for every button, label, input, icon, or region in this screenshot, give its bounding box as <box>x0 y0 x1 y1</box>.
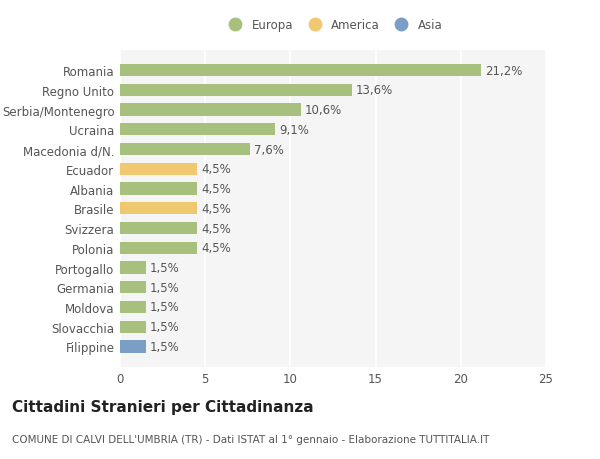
Text: 4,5%: 4,5% <box>201 183 230 196</box>
Text: 4,5%: 4,5% <box>201 202 230 215</box>
Text: 10,6%: 10,6% <box>305 104 342 117</box>
Text: 1,5%: 1,5% <box>150 301 179 314</box>
Bar <box>120 321 146 333</box>
Text: Cittadini Stranieri per Cittadinanza: Cittadini Stranieri per Cittadinanza <box>12 399 314 414</box>
Text: 1,5%: 1,5% <box>150 320 179 334</box>
Bar <box>120 281 146 294</box>
Bar <box>120 84 352 97</box>
Text: 21,2%: 21,2% <box>485 65 523 78</box>
Text: 4,5%: 4,5% <box>201 222 230 235</box>
Bar <box>120 242 197 254</box>
Bar <box>120 301 146 313</box>
Bar <box>120 262 146 274</box>
Bar <box>120 203 197 215</box>
Text: 1,5%: 1,5% <box>150 340 179 353</box>
Text: 7,6%: 7,6% <box>254 143 284 156</box>
Bar <box>120 183 197 195</box>
Legend: Europa, America, Asia: Europa, America, Asia <box>220 15 446 35</box>
Bar <box>120 341 146 353</box>
Bar <box>120 223 197 235</box>
Text: 1,5%: 1,5% <box>150 262 179 274</box>
Bar <box>120 124 275 136</box>
Bar <box>120 65 481 77</box>
Text: 9,1%: 9,1% <box>280 123 309 137</box>
Text: 1,5%: 1,5% <box>150 281 179 294</box>
Bar <box>120 144 250 156</box>
Bar <box>120 163 197 175</box>
Text: 4,5%: 4,5% <box>201 163 230 176</box>
Bar <box>120 104 301 117</box>
Text: COMUNE DI CALVI DELL'UMBRIA (TR) - Dati ISTAT al 1° gennaio - Elaborazione TUTTI: COMUNE DI CALVI DELL'UMBRIA (TR) - Dati … <box>12 434 490 444</box>
Text: 13,6%: 13,6% <box>356 84 393 97</box>
Text: 4,5%: 4,5% <box>201 242 230 255</box>
